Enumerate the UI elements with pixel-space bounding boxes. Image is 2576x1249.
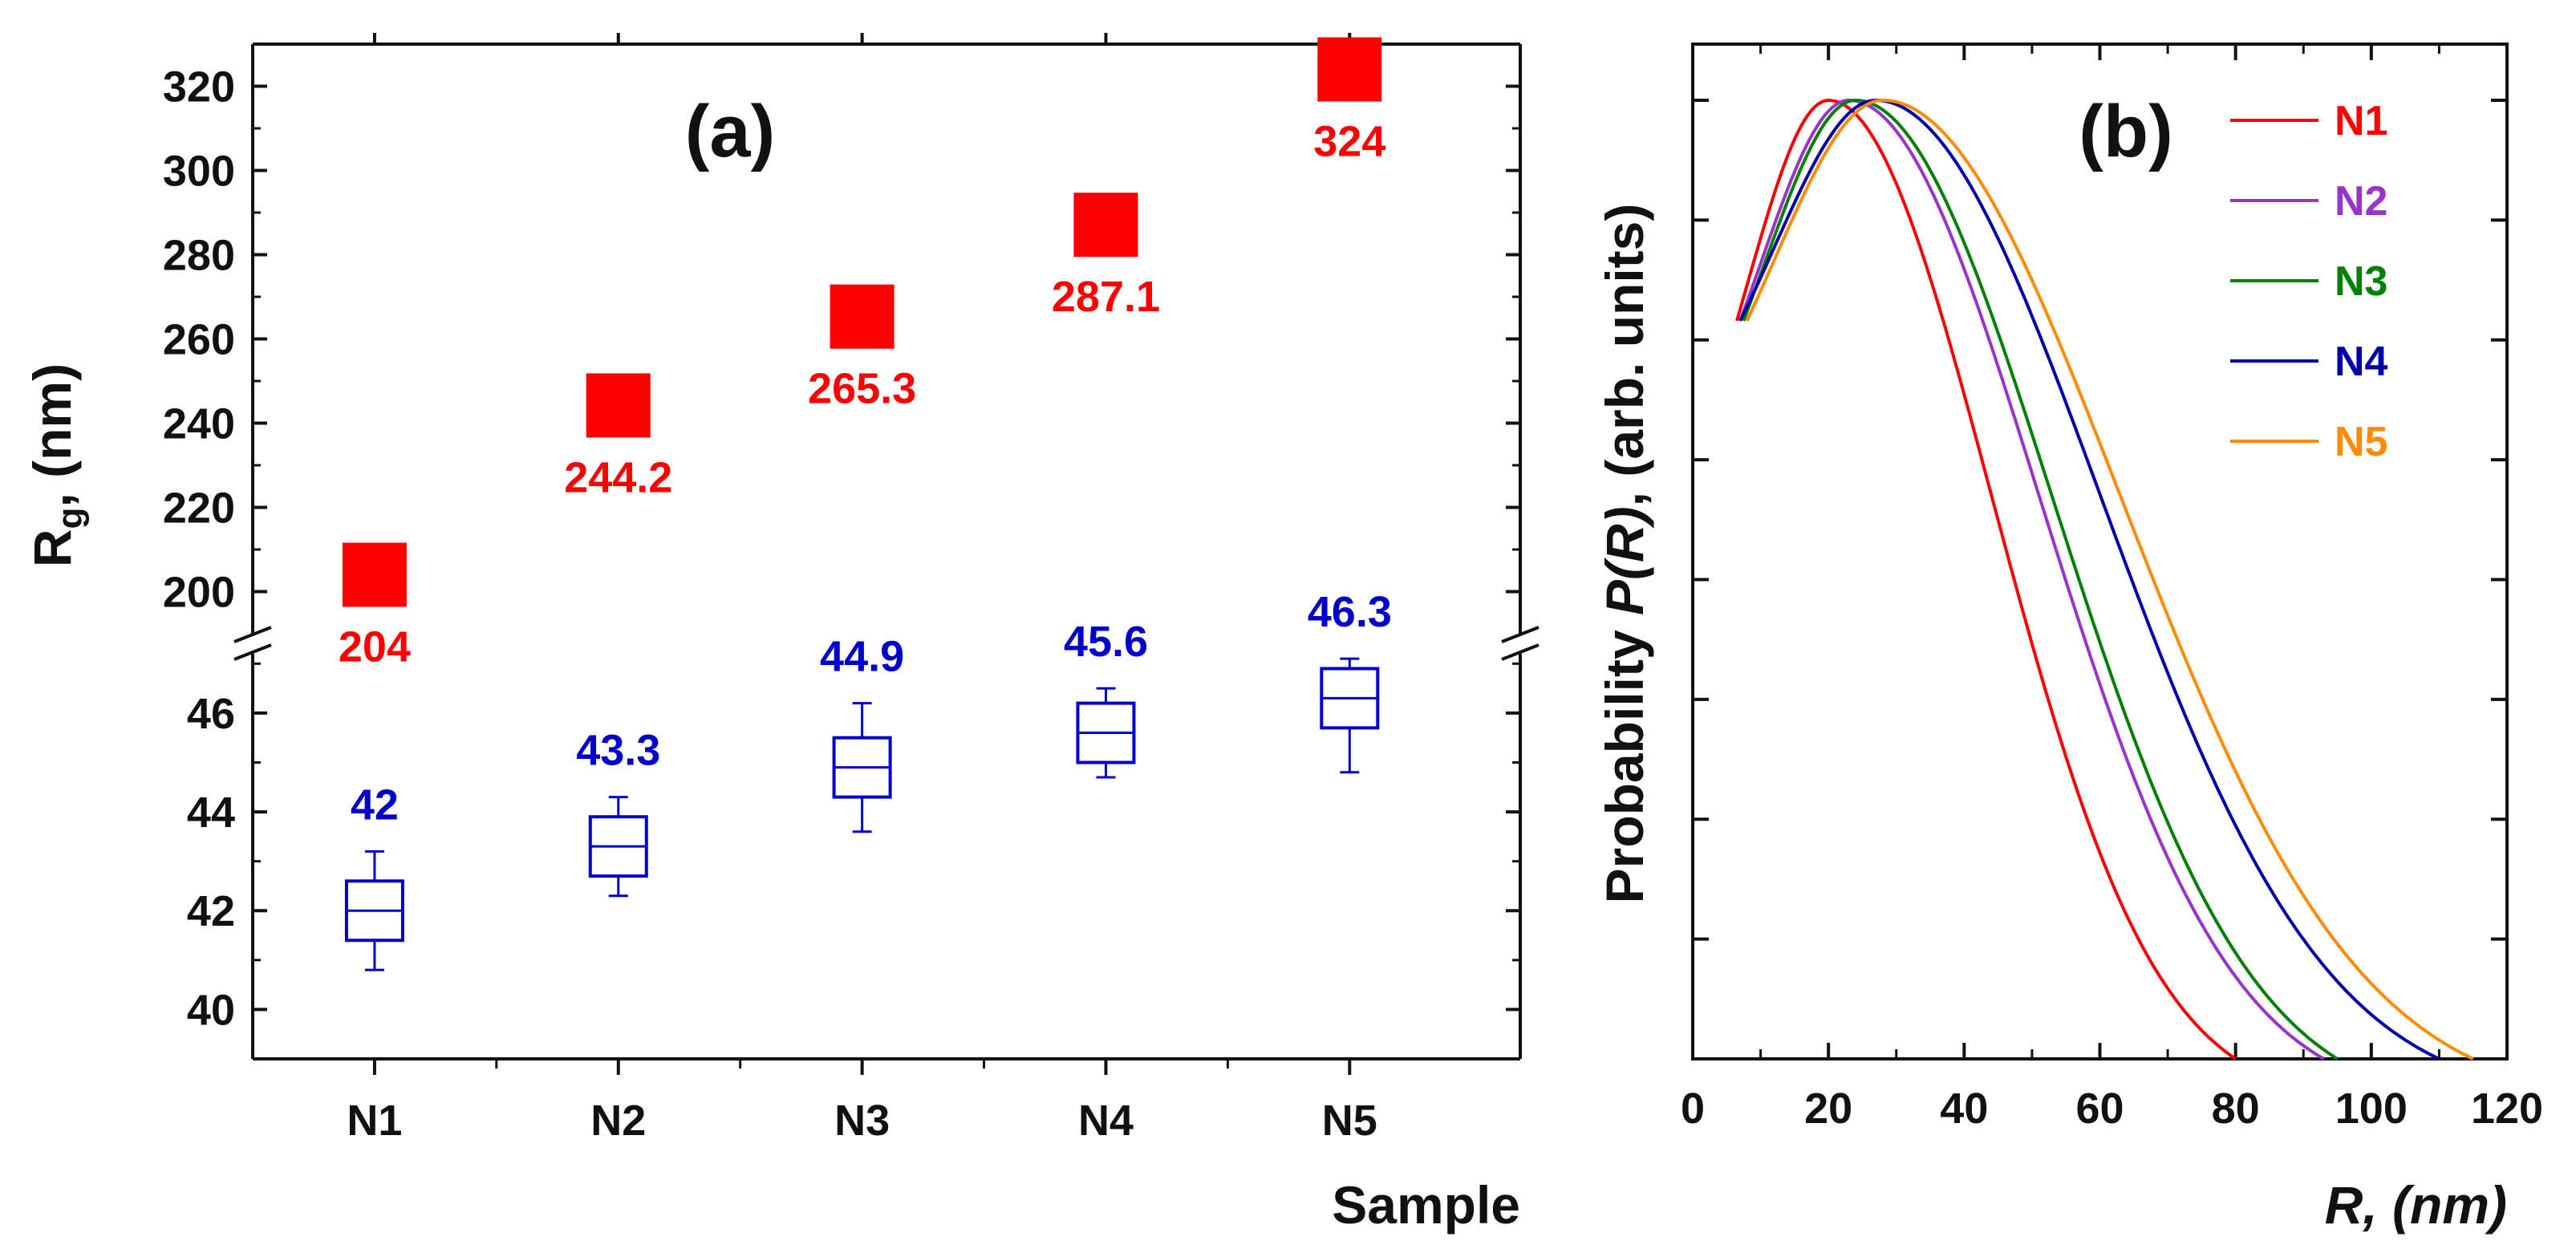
lower-ytick-label: 46	[187, 690, 235, 738]
legend-label-n3: N3	[2335, 258, 2387, 305]
lower-value-label: 45.6	[1064, 618, 1148, 666]
axis-break-left-2	[233, 643, 272, 661]
panel-b-xlabel-text: R, (nm)	[2325, 1175, 2507, 1235]
upper-square-marker	[1073, 193, 1138, 258]
xtick-label: N3	[834, 1097, 890, 1145]
upper-square-marker	[586, 373, 651, 438]
lower-ytick-label: 44	[187, 789, 235, 837]
upper-ytick-label: 220	[163, 485, 235, 533]
upper-square-marker	[830, 284, 895, 349]
legend-label-n5: N5	[2335, 419, 2387, 465]
panel-b-label: (b)	[2079, 91, 2172, 172]
b-xtick-label: 60	[2075, 1085, 2124, 1133]
panel-a-ylabel-main: R	[22, 529, 82, 567]
axis-break-left-1	[233, 626, 272, 643]
panel-b-legend: N1 N2 N3 N4 N5	[2230, 98, 2388, 465]
panel-a-ylabel-suffix: , (nm)	[22, 363, 82, 508]
panel-a-label: (a)	[685, 91, 775, 172]
upper-value-label: 287.1	[1052, 273, 1160, 321]
panel-a-ylabel-sub: g	[51, 508, 90, 529]
upper-ytick-label: 320	[163, 63, 235, 112]
panel-b-ylabel-prefix: Probability	[1595, 615, 1654, 903]
axis-break-right-2	[1501, 643, 1540, 661]
xtick-label: N1	[347, 1097, 402, 1145]
panel-a-xlabel: Sample	[1332, 1175, 1520, 1235]
b-xtick-label: 80	[2212, 1085, 2260, 1133]
b-xtick-label: 100	[2335, 1085, 2408, 1133]
lower-value-label: 44.9	[820, 633, 904, 681]
curve-n4	[1738, 98, 2440, 1060]
b-xtick-label: 120	[2471, 1085, 2543, 1133]
panel-b-ticks: 0 20 40 60 80 100 120	[1681, 44, 2543, 1133]
legend-label-n1: N1	[2335, 98, 2387, 144]
upper-ytick-label: 200	[163, 569, 235, 617]
legend-label-n4: N4	[2335, 339, 2388, 385]
curve-n2	[1738, 98, 2325, 1060]
panel-b-ylabel-italic: P(R)	[1595, 506, 1654, 615]
panel-a-ticks: 200 220 240 260 280 300 320 40 42 44 46 N1 N2 N3 N4 N5	[163, 33, 1520, 1145]
lower-ytick-label: 42	[187, 887, 235, 935]
panel-b-ylabel: Probability P(R), (arb. units)	[1595, 204, 1654, 904]
upper-value-label: 265.3	[808, 365, 916, 413]
xtick-label: N2	[590, 1097, 646, 1145]
upper-square-marker	[342, 542, 407, 607]
panel-b-curves	[1735, 98, 2474, 1060]
upper-ytick-label: 300	[163, 148, 235, 196]
xtick-label: N5	[1322, 1097, 1377, 1145]
curve-n3	[1742, 98, 2339, 1060]
b-xtick-label: 40	[1940, 1085, 1988, 1133]
b-xtick-label: 0	[1681, 1085, 1705, 1133]
lower-ytick-label: 40	[187, 986, 235, 1034]
curve-n5	[1745, 98, 2474, 1060]
legend-label-n2: N2	[2335, 178, 2387, 225]
lower-value-label: 46.3	[1308, 588, 1392, 636]
curve-n1	[1735, 98, 2237, 1060]
upper-value-label: 324	[1313, 118, 1385, 166]
panel-b: 0 20 40 60 80 100 120 N1 N2 N3 N4 N5 (b) R, (nm) P…	[1595, 43, 2543, 1235]
panel-b-ylabel-suffix: , (arb. units)	[1595, 204, 1654, 507]
lower-value-label: 42	[351, 781, 399, 829]
panel-a-marks: 204 244.2 265.3 287.1 324 42 43.3 44.9 45.6 46.3	[339, 37, 1392, 971]
upper-square-marker	[1317, 37, 1382, 102]
b-xtick-label: 20	[1804, 1085, 1852, 1133]
upper-value-label: 244.2	[564, 453, 672, 501]
panel-b-xlabel: R, (nm)	[2325, 1175, 2507, 1235]
xtick-label: N4	[1078, 1097, 1134, 1145]
panel-a-ylabel: Rg, (nm)	[22, 363, 90, 567]
axis-break-right-1	[1501, 626, 1540, 643]
upper-ytick-label: 240	[163, 400, 235, 448]
upper-ytick-label: 260	[163, 316, 235, 364]
upper-value-label: 204	[339, 623, 411, 671]
lower-value-label: 43.3	[576, 727, 660, 775]
upper-ytick-label: 280	[163, 232, 235, 280]
